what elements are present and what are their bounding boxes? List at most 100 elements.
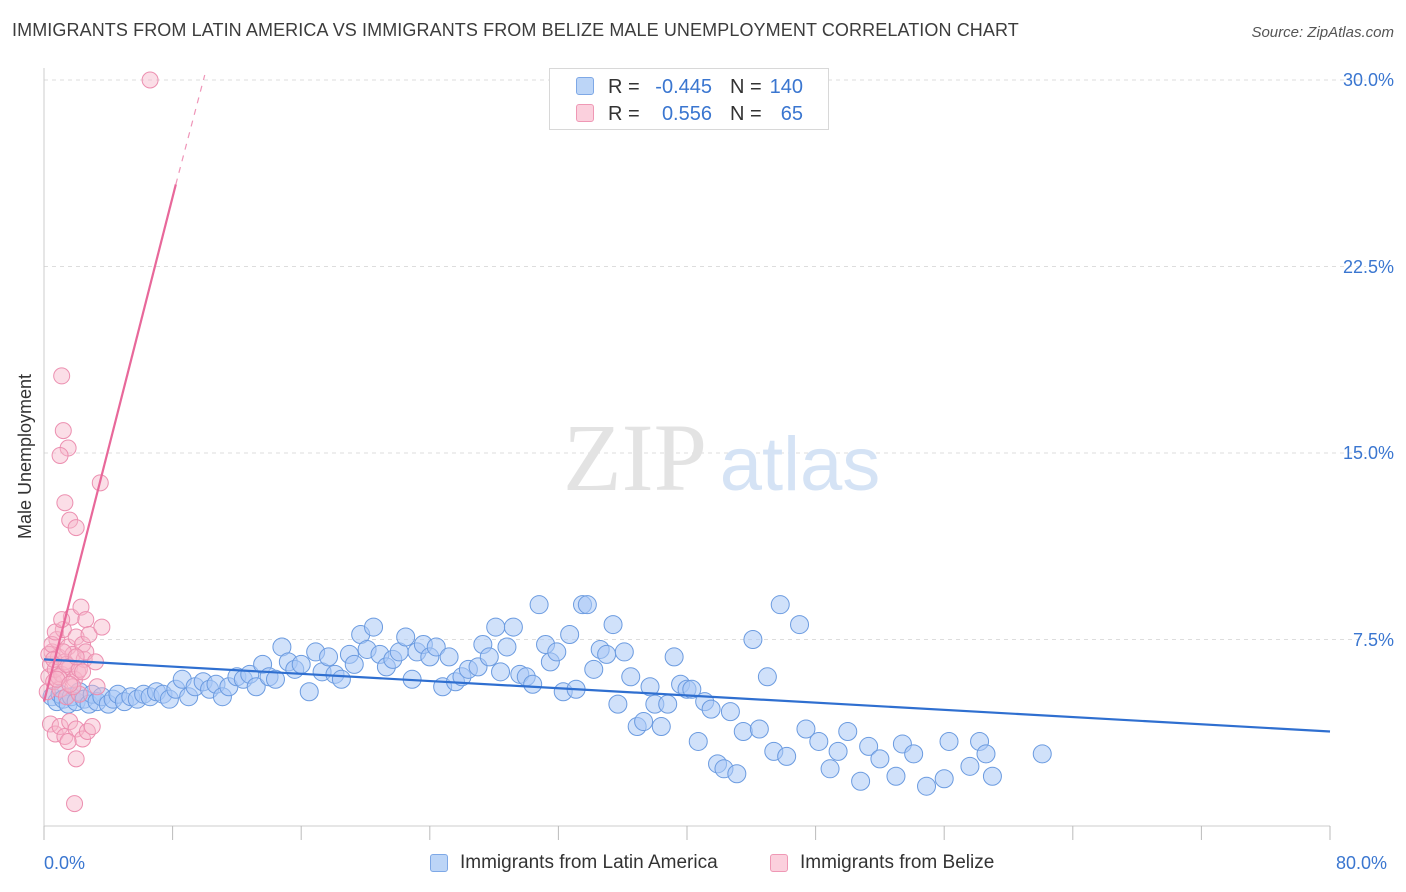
data-point-latin-america — [523, 674, 543, 694]
legend-label: Immigrants from Latin America — [460, 852, 718, 873]
y-tick-label: 22.5% — [1342, 256, 1394, 277]
data-point-latin-america — [584, 659, 604, 679]
data-point-latin-america — [870, 749, 890, 769]
data-point-latin-america — [770, 595, 790, 615]
data-point-latin-america — [688, 731, 708, 751]
y-tick-label: 15.0% — [1342, 443, 1394, 463]
data-point-belize — [77, 611, 95, 629]
data-point-latin-america — [331, 669, 351, 689]
data-point-latin-america — [664, 647, 684, 667]
legend-item-belize: Immigrants from Belize — [770, 852, 994, 874]
data-point-latin-america — [859, 736, 879, 756]
data-point-belize — [78, 723, 96, 741]
data-point-belize — [59, 732, 77, 750]
trend-lines — [42, 74, 1331, 733]
legend-swatch-blue — [576, 77, 594, 95]
data-point-latin-america — [886, 766, 906, 786]
r-value: -0.445 — [655, 76, 712, 98]
data-point-belize — [88, 678, 106, 696]
data-point-belize — [41, 715, 59, 733]
data-point-belize — [64, 678, 82, 696]
data-point-latin-america — [634, 712, 654, 732]
data-point-belize — [67, 519, 85, 537]
data-point-latin-america — [344, 654, 364, 674]
data-point-latin-america — [503, 617, 523, 637]
data-point-latin-america — [439, 647, 459, 667]
legend-row-latin-america: R = -0.445 N = 140 — [550, 73, 828, 101]
legend-swatch-pink — [576, 104, 594, 122]
chart-title: IMMIGRANTS FROM LATIN AMERICA VS IMMIGRA… — [12, 20, 1019, 40]
watermark-atlas: atlas — [720, 422, 881, 507]
data-point-latin-america — [934, 769, 954, 789]
data-point-latin-america — [820, 759, 840, 779]
data-point-latin-america — [486, 617, 506, 637]
data-point-latin-america — [809, 731, 829, 751]
data-point-belize — [67, 750, 85, 768]
data-point-latin-america — [1032, 744, 1052, 764]
legend-row-belize: R = 0.556 N = 65 — [550, 100, 828, 128]
watermark-zip: ZIP — [563, 404, 707, 511]
data-point-latin-america — [603, 615, 623, 635]
n-label: N = — [730, 76, 762, 98]
data-point-latin-america — [727, 764, 747, 784]
trend-line-latin-america — [43, 658, 1331, 733]
data-point-belize — [74, 663, 92, 681]
data-point-latin-america — [982, 766, 1002, 786]
data-point-latin-america — [479, 647, 499, 667]
data-point-latin-america — [608, 694, 628, 714]
data-point-belize — [80, 626, 98, 644]
legend-label: Immigrants from Belize — [800, 852, 995, 873]
data-point-latin-america — [621, 667, 641, 687]
data-point-latin-america — [547, 642, 567, 662]
data-point-belize — [54, 422, 72, 440]
y-axis-label-wrap: Male Unemployment — [6, 306, 46, 606]
data-point-latin-america — [497, 637, 517, 657]
data-point-latin-america — [265, 669, 285, 689]
data-point-latin-america — [757, 667, 777, 687]
legend-swatch-blue — [430, 854, 448, 872]
data-point-belize — [53, 367, 71, 385]
data-point-latin-america — [560, 625, 580, 645]
data-point-latin-america — [701, 699, 721, 719]
data-point-belize — [56, 494, 74, 512]
data-point-latin-america — [851, 771, 871, 791]
data-point-latin-america — [577, 595, 597, 615]
data-point-latin-america — [733, 722, 753, 742]
data-point-latin-america — [743, 630, 763, 649]
data-point-latin-america — [720, 702, 740, 722]
y-axis-label: Male Unemployment — [15, 373, 36, 539]
data-point-latin-america — [426, 637, 446, 657]
correlation-legend: R = -0.445 N = 140 R = 0.556 N = 65 — [549, 68, 829, 130]
trend-line-belize-extension — [175, 74, 206, 185]
data-point-latin-america — [796, 719, 816, 739]
data-point-latin-america — [838, 722, 858, 742]
y-tick-label: 7.5% — [1352, 629, 1394, 650]
x-tick-min: 0.0% — [44, 853, 86, 873]
trend-line-belize — [42, 184, 177, 702]
data-point-latin-america — [291, 654, 311, 674]
data-point-belize — [51, 446, 69, 464]
data-point-latin-america — [491, 662, 511, 682]
watermark: ZIP atlas — [563, 404, 880, 511]
data-point-latin-america — [960, 756, 980, 776]
data-point-latin-america — [319, 647, 339, 667]
r-label: R = — [608, 103, 640, 125]
r-label: R = — [608, 76, 640, 98]
data-point-latin-america — [828, 741, 848, 761]
data-point-latin-america — [614, 642, 634, 662]
n-label: N = — [730, 103, 762, 125]
data-point-latin-america — [640, 677, 660, 697]
data-point-latin-america — [597, 644, 617, 664]
data-point-latin-america — [939, 731, 959, 751]
data-point-belize — [93, 618, 111, 636]
source-label: Source: ZipAtlas.com — [1251, 24, 1394, 41]
data-point-latin-america — [396, 627, 416, 647]
data-point-latin-america — [529, 595, 549, 615]
data-point-latin-america — [917, 776, 937, 796]
series-latin-america-points — [42, 595, 1052, 796]
data-point-latin-america — [658, 694, 678, 714]
y-tick-label: 30.0% — [1342, 70, 1394, 90]
data-point-belize — [61, 675, 79, 693]
data-point-latin-america — [682, 679, 702, 699]
